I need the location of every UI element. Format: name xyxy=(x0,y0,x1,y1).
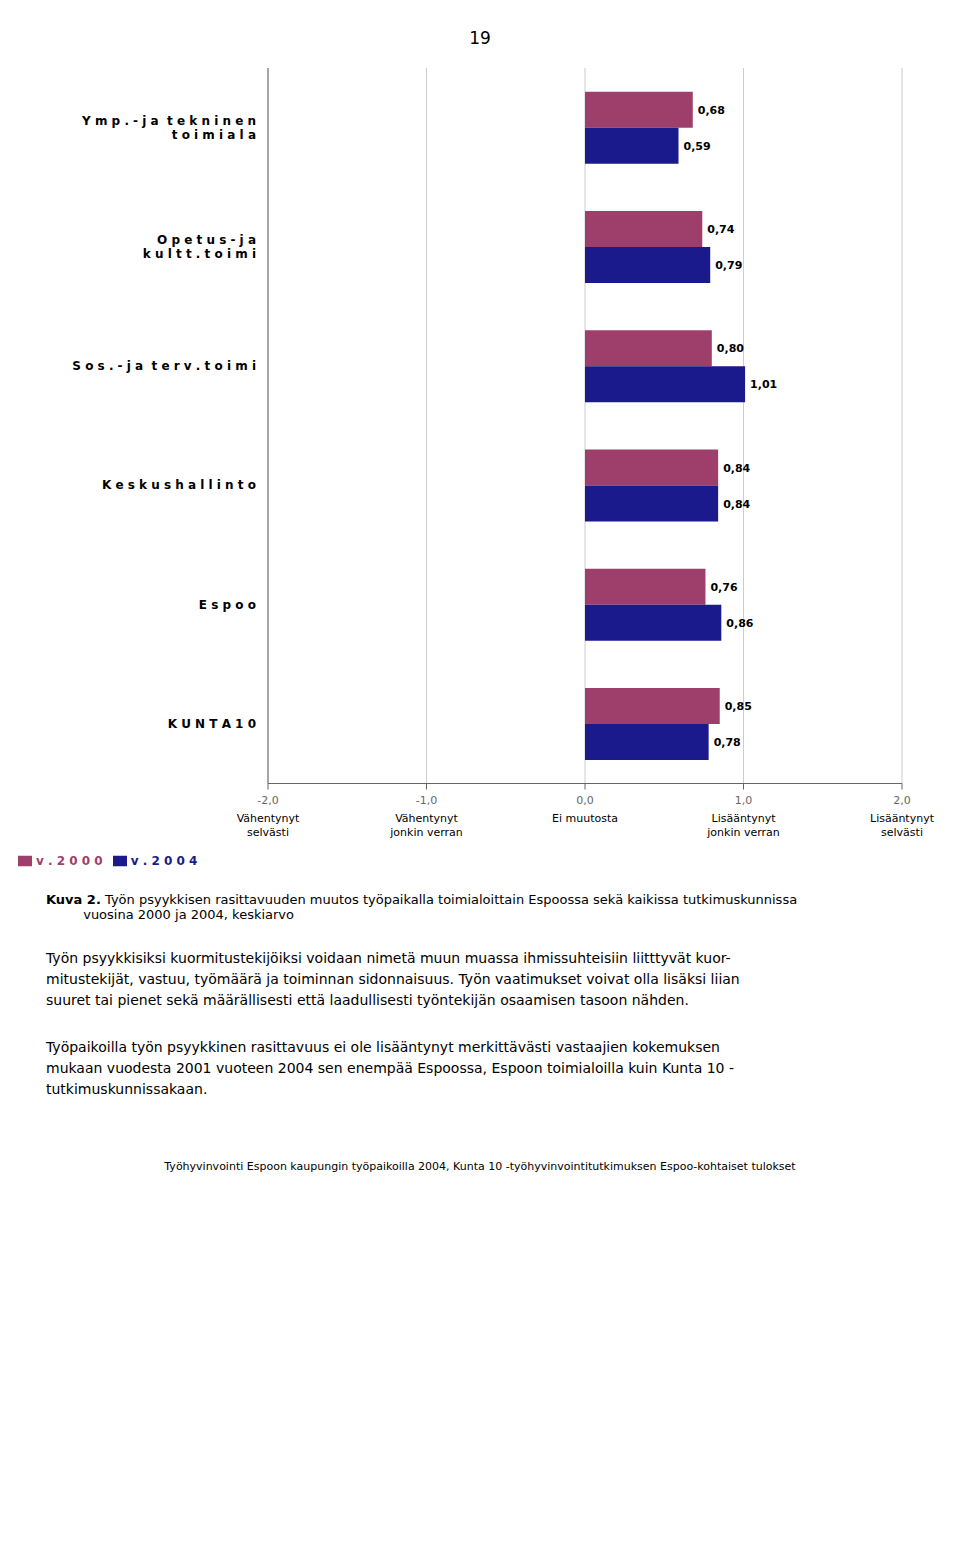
svg-text:-1,0: -1,0 xyxy=(416,794,437,807)
svg-text:K U N T A 1 0: K U N T A 1 0 xyxy=(168,717,256,731)
svg-text:0,59: 0,59 xyxy=(684,140,711,153)
html-text:Työpaikoilla työn psyykkinen r: Työpaikoilla työn psyykkinen rasittavuus… xyxy=(46,1039,734,1097)
svg-text:Vähentynyt: Vähentynyt xyxy=(237,812,300,825)
html-text:Kuva 2. Työn psyykkisen rasitt: Kuva 2. Työn psyykkisen rasittavuuden mu… xyxy=(46,892,798,922)
svg-text:0,0: 0,0 xyxy=(576,794,594,807)
html-text:Työhyvinvointi Espoon kaupungi: Työhyvinvointi Espoon kaupungin työpaiko… xyxy=(164,1160,796,1173)
svg-text:t o i m i a l a: t o i m i a l a xyxy=(172,128,256,142)
svg-text:0,76: 0,76 xyxy=(710,581,737,594)
svg-text:-2,0: -2,0 xyxy=(257,794,278,807)
svg-text:k u l t t . t o i m i: k u l t t . t o i m i xyxy=(143,247,256,261)
svg-text:selvästi: selvästi xyxy=(881,826,923,839)
svg-text:S o s . - j a t e r v . t o i: S o s . - j a t e r v . t o i m i xyxy=(72,359,256,373)
svg-text:0,85: 0,85 xyxy=(725,700,752,713)
svg-text:Ei muutosta: Ei muutosta xyxy=(552,812,618,825)
svg-text:1,0: 1,0 xyxy=(735,794,753,807)
svg-text:0,68: 0,68 xyxy=(698,104,725,117)
svg-text:K e s k u s h a l l i n t o: K e s k u s h a l l i n t o xyxy=(102,478,256,492)
html-text:v . 2 0 0 4: v . 2 0 0 4 xyxy=(130,853,198,868)
svg-text:0,74: 0,74 xyxy=(707,223,734,236)
svg-text:0,79: 0,79 xyxy=(715,259,742,272)
svg-text:jonkin verran: jonkin verran xyxy=(706,826,780,839)
svg-text:Lisääntynyt: Lisääntynyt xyxy=(712,812,777,825)
svg-text:Lisääntynyt: Lisääntynyt xyxy=(870,812,935,825)
svg-text:0,80: 0,80 xyxy=(717,342,744,355)
html-text:19: 19 xyxy=(469,28,491,48)
svg-text:0,84: 0,84 xyxy=(723,462,750,475)
svg-text:2,0: 2,0 xyxy=(893,794,911,807)
svg-text:0,78: 0,78 xyxy=(714,736,741,749)
html-text:Työn psyykkisiksi kuormitustek: Työn psyykkisiksi kuormitustekijöiksi vo… xyxy=(46,950,740,1008)
svg-text:Y m p . - j a t e k n i n e n: Y m p . - j a t e k n i n e n xyxy=(81,114,256,128)
svg-text:selvästi: selvästi xyxy=(247,826,289,839)
svg-text:0,86: 0,86 xyxy=(726,617,753,630)
html-text:v . 2 0 0 0: v . 2 0 0 0 xyxy=(36,853,103,868)
svg-text:0,84: 0,84 xyxy=(723,498,750,511)
svg-text:E s p o o: E s p o o xyxy=(199,598,256,612)
svg-text:jonkin verran: jonkin verran xyxy=(389,826,463,839)
svg-text:Vähentynyt: Vähentynyt xyxy=(395,812,458,825)
svg-text:1,01: 1,01 xyxy=(750,378,777,391)
svg-text:O p e t u s - j a: O p e t u s - j a xyxy=(157,233,256,247)
